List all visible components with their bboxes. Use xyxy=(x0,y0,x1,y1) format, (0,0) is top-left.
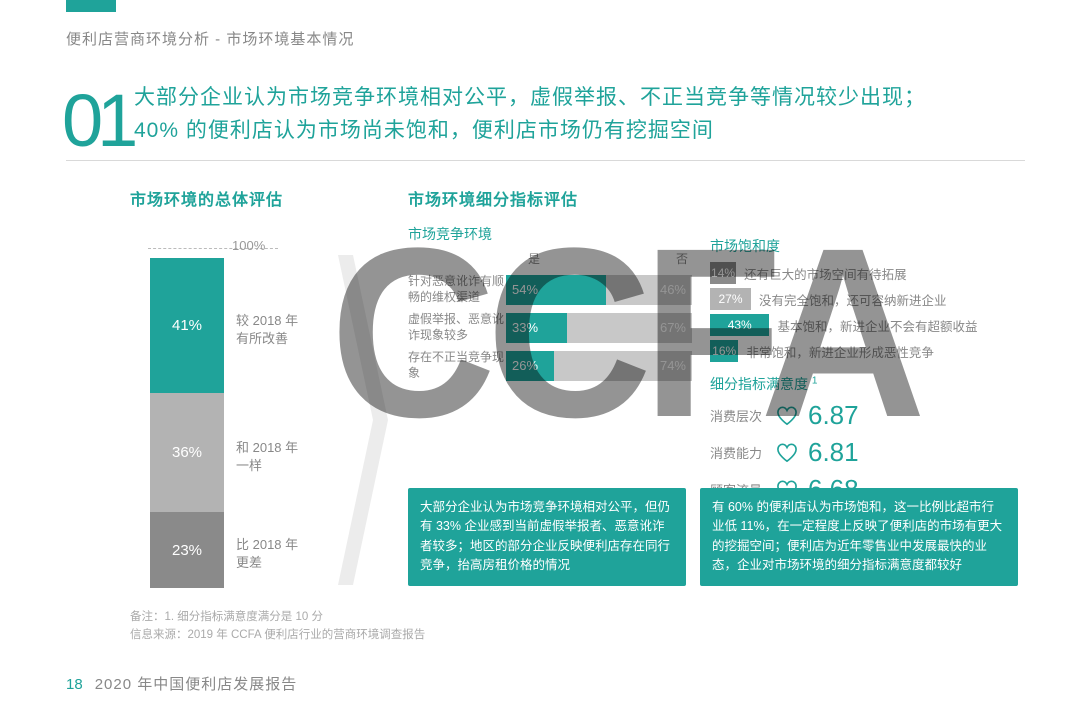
hbar-label: 虚假举报、恶意讹诈现象较多 xyxy=(408,312,506,343)
heart-icon xyxy=(776,443,798,463)
hbar-row: 虚假举报、恶意讹诈现象较多33%67% xyxy=(408,312,692,343)
page-number: 18 xyxy=(66,676,83,693)
yes-no-header: 是 否 xyxy=(408,250,692,267)
page-title: 2020 年中国便利店发展报告 xyxy=(95,673,298,694)
hbar-row: 针对恶意讹诈有顺畅的维权渠道54%46% xyxy=(408,274,692,305)
mid-subtitle: 市场竞争环境 xyxy=(408,224,692,244)
score-label: 消费层次 xyxy=(710,406,776,425)
hbar: 26%74% xyxy=(506,351,692,381)
headline-line2: 40% 的便利店认为市场尚未饱和，便利店市场仍有挖掘空间 xyxy=(134,119,714,142)
right-column: 市场饱和度 14% 还有巨大的市场空间有待拓展 27% 没有完全饱和，还可容纳新进企业… xyxy=(710,186,1020,511)
score-sup: 1 xyxy=(812,375,818,386)
mid-title: 市场环境细分指标评估 xyxy=(408,186,692,210)
saturation-label: 非常饱和，新进企业形成恶性竞争 xyxy=(746,342,934,361)
section-number: 01 xyxy=(62,78,132,163)
yes-label: 是 xyxy=(528,250,540,267)
hbar-row: 存在不正当竞争现象26%74% xyxy=(408,350,692,381)
saturation-label: 还有巨大的市场空间有待拓展 xyxy=(744,264,907,283)
hbar-yes: 26% xyxy=(506,351,554,381)
stacked-segment: 36% xyxy=(150,393,224,512)
headline-line1: 大部分企业认为市场竞争环境相对公平，虚假举报、不正当竞争等情况较少出现； xyxy=(134,86,926,109)
score-title-text: 细分指标满意度 xyxy=(710,376,808,392)
hbar-yes: 33% xyxy=(506,313,567,343)
accent-block xyxy=(66,0,116,12)
hbar-label: 存在不正当竞争现象 xyxy=(408,350,506,381)
saturation-bar: 16% xyxy=(710,340,738,362)
no-label: 否 xyxy=(676,250,688,267)
hbar-no: 74% xyxy=(554,351,692,381)
hbar: 33%67% xyxy=(506,313,692,343)
stacked-segment-label: 较 2018 年有所改善 xyxy=(236,312,298,348)
saturation-bar: 14% xyxy=(710,262,736,284)
saturation-label: 基本饱和，新进企业不会有超额收益 xyxy=(777,316,977,335)
score-row: 消费能力 6.81 xyxy=(710,437,1020,468)
saturation-row: 14% 还有巨大的市场空间有待拓展 xyxy=(710,262,1020,284)
hbar-no: 67% xyxy=(567,313,692,343)
left-title: 市场环境的总体评估 xyxy=(130,186,350,210)
headline: 大部分企业认为市场竞争环境相对公平，虚假举报、不正当竞争等情况较少出现； 40%… xyxy=(134,82,1020,147)
saturation-bar: 43% xyxy=(710,314,769,336)
heart-icon xyxy=(776,406,798,426)
score-title: 细分指标满意度 1 xyxy=(710,374,1020,394)
breadcrumb: 便利店营商环境分析 - 市场环境基本情况 xyxy=(66,28,354,49)
score-row: 消费层次 6.87 xyxy=(710,400,1020,431)
hbar-yes: 54% xyxy=(506,275,606,305)
stacked-segment-label: 比 2018 年更差 xyxy=(236,536,298,572)
stacked-segment: 23% xyxy=(150,512,224,588)
callout-right: 有 60% 的便利店认为市场饱和，这一比例比超市行业低 11%，在一定程度上反映… xyxy=(700,488,1018,586)
left-column: 市场环境的总体评估 xyxy=(130,186,350,210)
stacked-segment: 41% xyxy=(150,258,224,393)
divider xyxy=(66,160,1025,161)
score-value: 6.87 xyxy=(808,400,859,431)
footnote-line1: 备注：1. 细分指标满意度满分是 10 分 xyxy=(130,608,425,626)
hbar-no: 46% xyxy=(606,275,692,305)
page-footer: 18 2020 年中国便利店发展报告 xyxy=(66,673,297,694)
middle-column: 市场环境细分指标评估 市场竞争环境 是 否 针对恶意讹诈有顺畅的维权渠道54%4… xyxy=(408,186,692,389)
hbar: 54%46% xyxy=(506,275,692,305)
saturation-row: 27% 没有完全饱和，还可容纳新进企业 xyxy=(710,288,1020,310)
hbar-label: 针对恶意讹诈有顺畅的维权渠道 xyxy=(408,274,506,305)
saturation-row: 43% 基本饱和，新进企业不会有超额收益 xyxy=(710,314,1020,336)
top-marker: 100% xyxy=(232,238,265,253)
stacked-segment-label: 和 2018 年一样 xyxy=(236,439,298,475)
footnote-line2: 信息来源：2019 年 CCFA 便利店行业的营商环境调查报告 xyxy=(130,626,425,644)
saturation-label: 没有完全饱和，还可容纳新进企业 xyxy=(759,290,947,309)
saturation-row: 16% 非常饱和，新进企业形成恶性竞争 xyxy=(710,340,1020,362)
score-value: 6.81 xyxy=(808,437,859,468)
right-subtitle: 市场饱和度 xyxy=(710,236,1020,256)
callout-left: 大部分企业认为市场竞争环境相对公平，但仍有 33% 企业感到当前虚假举报者、恶意… xyxy=(408,488,686,586)
chevron-icon xyxy=(338,255,388,585)
score-label: 消费能力 xyxy=(710,443,776,462)
footnote: 备注：1. 细分指标满意度满分是 10 分 信息来源：2019 年 CCFA 便… xyxy=(130,608,425,645)
stacked-bar-chart: 41%36%23% xyxy=(150,258,224,588)
saturation-bar: 27% xyxy=(710,288,751,310)
